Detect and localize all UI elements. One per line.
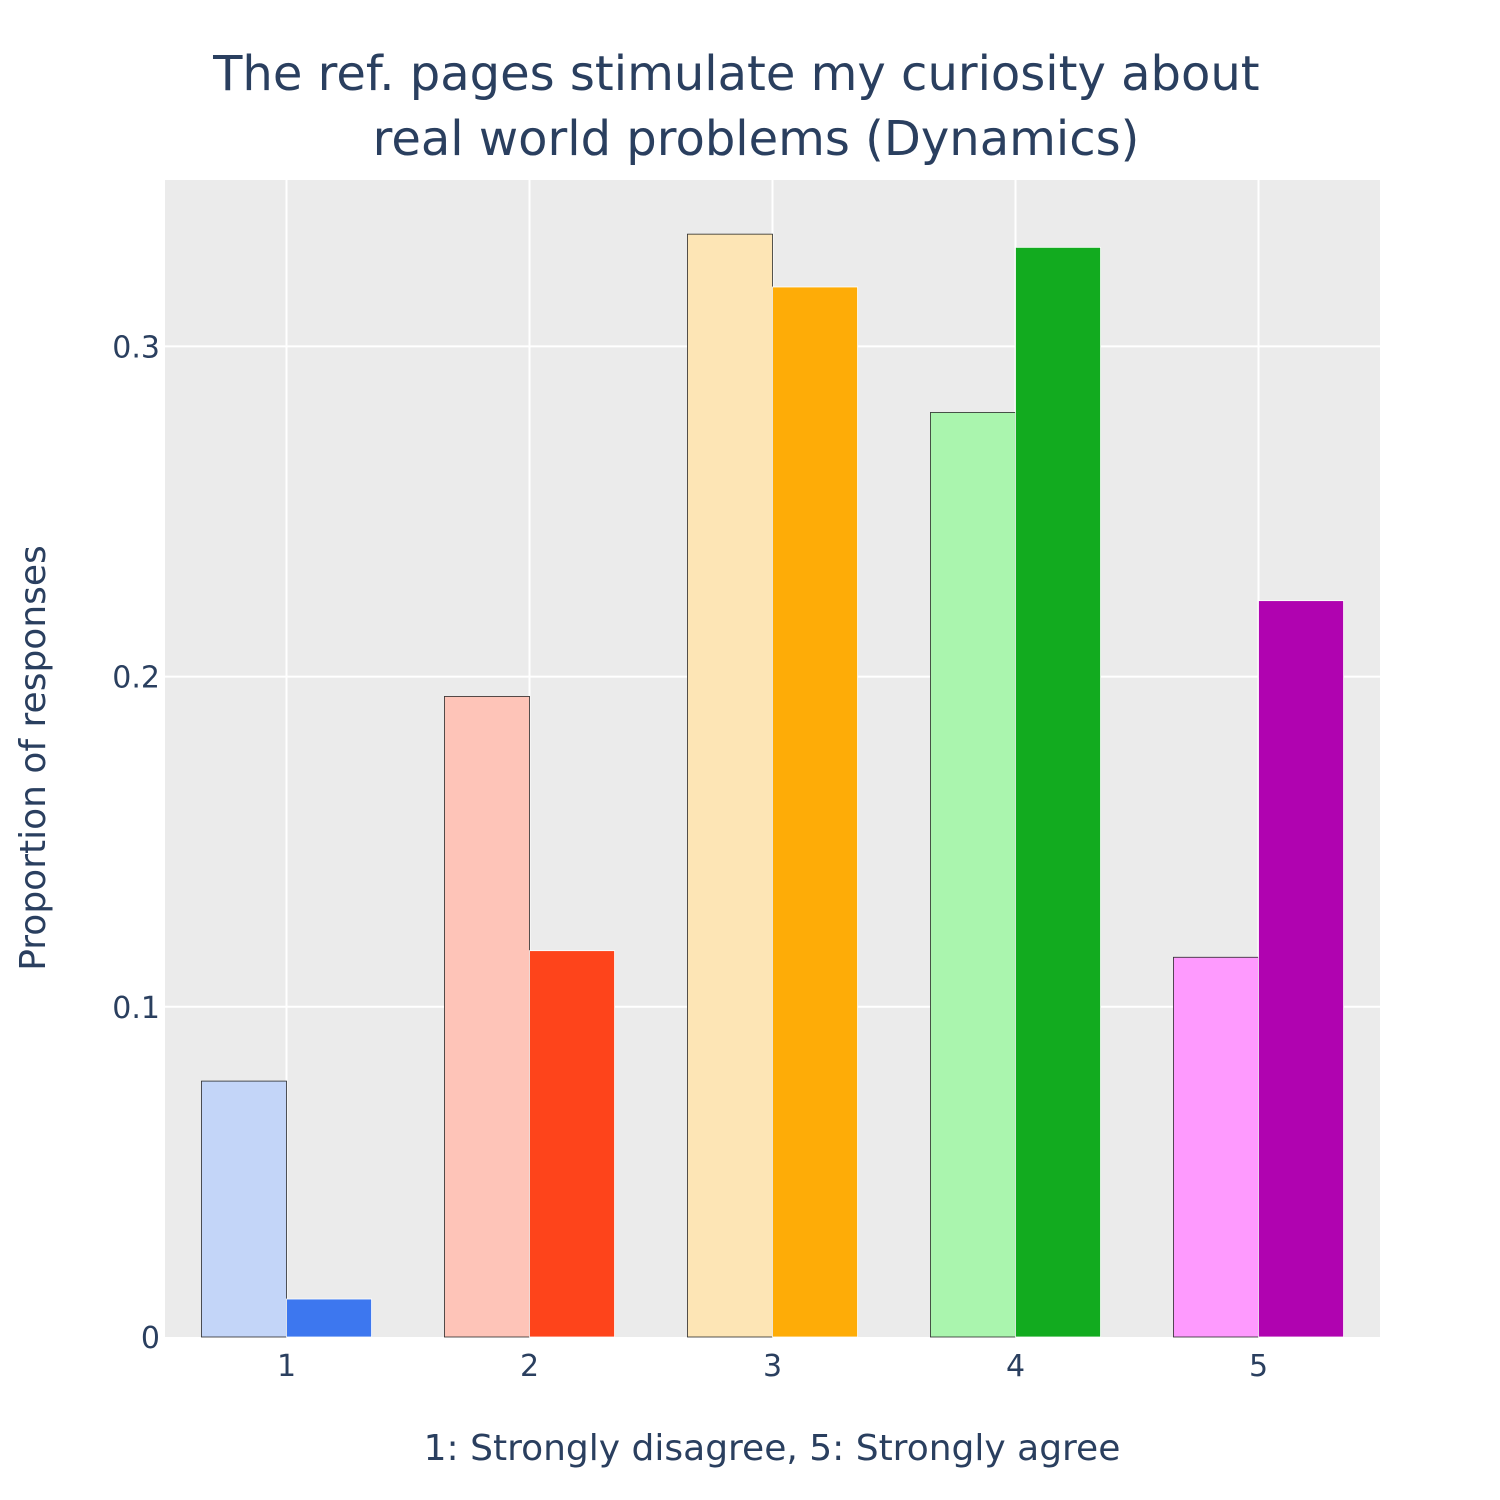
bar-series-1-category-1 — [201, 1080, 287, 1338]
bar-series-2-category-5 — [1258, 600, 1344, 1338]
chart-title-line-1: The ref. pages stimulate my curiosity ab… — [212, 46, 1260, 102]
y-tick-labels: 0 0.1 0.2 0.3 — [112, 330, 160, 1356]
x-tick-label: 2 — [520, 1349, 539, 1384]
x-tick-labels: 1 2 3 4 5 — [277, 1349, 1268, 1384]
bar-series-2-category-3 — [772, 286, 858, 1338]
bar-series-2-category-1 — [286, 1298, 372, 1338]
bar-series-1-category-4 — [930, 412, 1016, 1338]
bar-series-1-category-2 — [444, 696, 530, 1338]
y-axis-title: Proportion of responses — [13, 545, 54, 971]
bar-series-2-category-4 — [1015, 246, 1101, 1338]
chart-title-line-2: real world problems (Dynamics) — [373, 111, 1140, 167]
chart-title: The ref. pages stimulate my curiosity ab… — [212, 46, 1275, 167]
bar-series-1-category-5 — [1173, 956, 1259, 1338]
bar-series-1-category-3 — [687, 233, 773, 1338]
y-tick-label: 0.2 — [112, 661, 160, 696]
bars — [201, 233, 1344, 1338]
bar-series-2-category-2 — [529, 950, 615, 1338]
y-tick-label: 0.1 — [112, 991, 160, 1026]
x-tick-label: 1 — [277, 1349, 296, 1384]
x-tick-label: 5 — [1249, 1349, 1268, 1384]
x-tick-label: 3 — [763, 1349, 782, 1384]
y-tick-label: 0.3 — [112, 330, 160, 365]
x-tick-label: 4 — [1006, 1349, 1025, 1384]
y-tick-label: 0 — [141, 1321, 160, 1356]
x-axis-title: 1: Strongly disagree, 5: Strongly agree — [424, 1428, 1121, 1469]
